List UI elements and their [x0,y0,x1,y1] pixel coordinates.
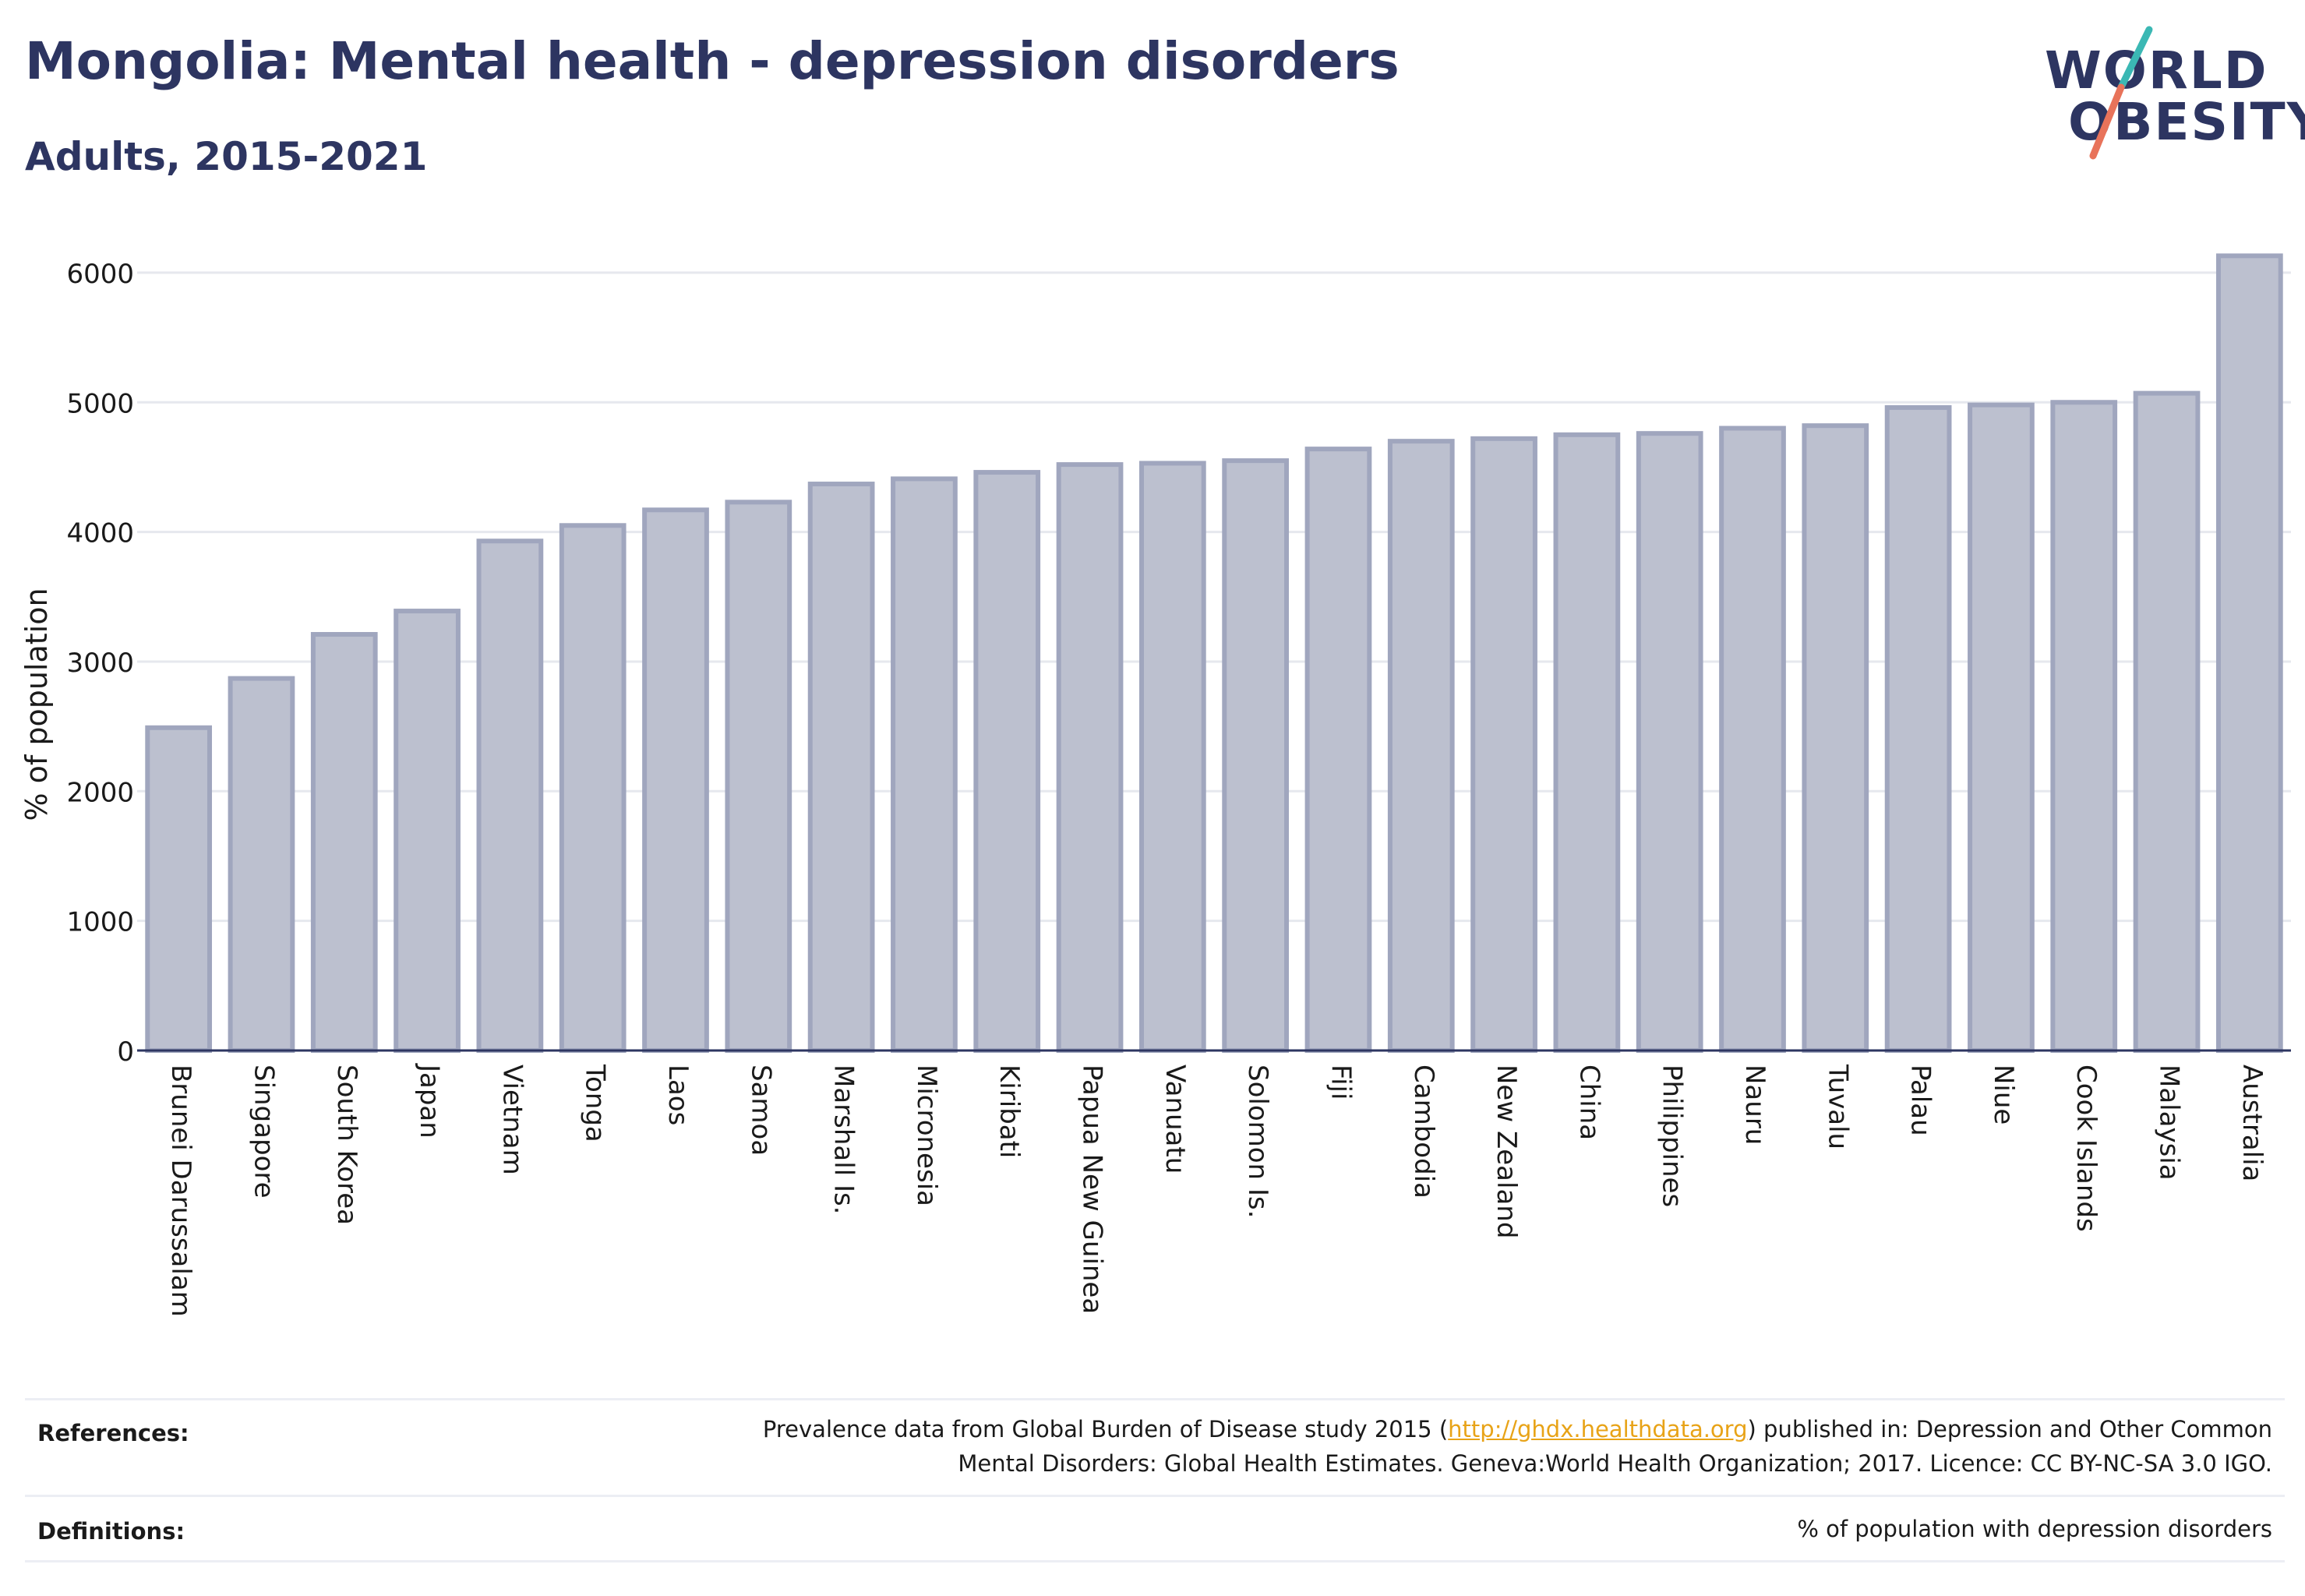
references-link[interactable]: http://ghdx.healthdata.org [1448,1416,1748,1442]
references-text: Prevalence data from Global Burden of Di… [763,1412,2272,1481]
y-tick-label: 2000 [66,777,134,808]
footer-divider-middle [25,1495,2285,1497]
x-tick-label: Micronesia [911,1065,942,1206]
bar-singapore [228,676,295,1053]
bar-nauru [1719,425,1786,1053]
bar-laos [642,507,709,1054]
x-tick-label: Samoa [745,1065,776,1156]
y-tick-label: 1000 [66,907,134,938]
x-tick-label: Fiji [1325,1065,1356,1100]
y-tick-label: 4000 [66,518,134,549]
world-obesity-logo: WORLD OBESITY [2034,22,2305,170]
definitions-label: Definitions: [37,1518,185,1545]
bar-tonga [559,523,627,1053]
y-tick-label: 6000 [66,259,134,290]
bar-solomon-is- [1222,458,1290,1054]
definitions-text: % of population with depression disorder… [1797,1516,2272,1542]
bar-china [1553,432,1621,1054]
x-tick-label: China [1573,1065,1604,1140]
footer-divider-bottom [25,1560,2285,1562]
x-tick-labels: Brunei Darussalam Singapore South Korea Jap… [165,1063,2268,1317]
x-tick-label: Australia [2236,1065,2268,1181]
bar-south-korea [310,632,378,1053]
bar-malaysia [2133,390,2201,1054]
bar-palau [1884,404,1952,1053]
x-tick-label: Nauru [1739,1065,1770,1145]
chart-subtitle: Adults, 2015-2021 [25,134,428,179]
logo-slash-icon [2089,26,2153,160]
bar-brunei-darussalam [145,725,213,1053]
x-tick-label: Vietnam [496,1065,528,1175]
x-tick-label: Kiribati [994,1065,1025,1158]
y-tick-label: 0 [117,1036,134,1068]
bar-cook-islands [2050,400,2118,1053]
bar-marshall-is- [807,482,875,1053]
bar-cambodia [1387,439,1455,1053]
x-tick-label: Malaysia [2154,1065,2185,1181]
y-axis-label: % of population [19,588,54,821]
references-label: References: [37,1420,189,1446]
x-tick-label: Cambodia [1408,1065,1439,1199]
x-tick-label: Palau [1905,1065,1936,1136]
x-tick-label: Japan [414,1063,445,1139]
y-tick-label: 3000 [66,648,134,679]
x-tick-label: Tuvalu [1822,1064,1853,1149]
bar-philippines [1636,431,1703,1053]
x-tick-label: South Korea [331,1065,362,1225]
x-tick-label: Marshall Is. [828,1065,860,1215]
bar-chart: 0 1000 2000 3000 4000 5000 6000 Brunei Darussa… [19,253,2291,1317]
x-tick-label: Philippines [1657,1065,1688,1207]
bar-japan [394,609,461,1053]
x-tick-label: Vanuatu [1160,1065,1191,1174]
x-tick-label: Brunei Darussalam [165,1065,196,1317]
bar-australia [2215,253,2283,1054]
x-tick-label: Solomon Is. [1242,1065,1273,1218]
logo-text-world: WORLD [2045,41,2268,101]
bar-vanuatu [1138,461,1206,1053]
x-tick-label: Cook Islands [2070,1065,2102,1232]
references-line2: Mental Disorders: Global Health Estimate… [958,1450,2272,1477]
x-tick-label: Tonga [580,1064,611,1142]
y-tick-label: 5000 [66,388,134,419]
bar-kiribati [973,470,1041,1054]
footer-divider-top [25,1398,2285,1400]
bar-niue [1968,402,2035,1054]
x-tick-label: Niue [1988,1065,2019,1125]
chart-title: Mongolia: Mental health - depression dis… [25,31,1400,91]
x-tick-label: Laos [662,1065,694,1125]
references-text-post: ) published in: Depression and Other Com… [1747,1416,2273,1442]
bar-vietnam [476,538,544,1053]
bar-new-zealand [1470,436,1537,1054]
bar-samoa [725,500,792,1054]
bar-papua-new-guinea [1056,462,1124,1054]
bar-tuvalu [1802,423,1869,1053]
bar-micronesia [891,476,958,1053]
bars [145,253,2283,1054]
references-text-pre: Prevalence data from Global Burden of Di… [762,1416,1449,1442]
x-tick-label: Papua New Guinea [1077,1065,1108,1314]
y-tick-labels: 0 1000 2000 3000 4000 5000 6000 [66,259,134,1068]
x-tick-label: New Zealand [1491,1065,1522,1238]
x-tick-label: Singapore [248,1065,279,1199]
bar-fiji [1304,447,1372,1053]
